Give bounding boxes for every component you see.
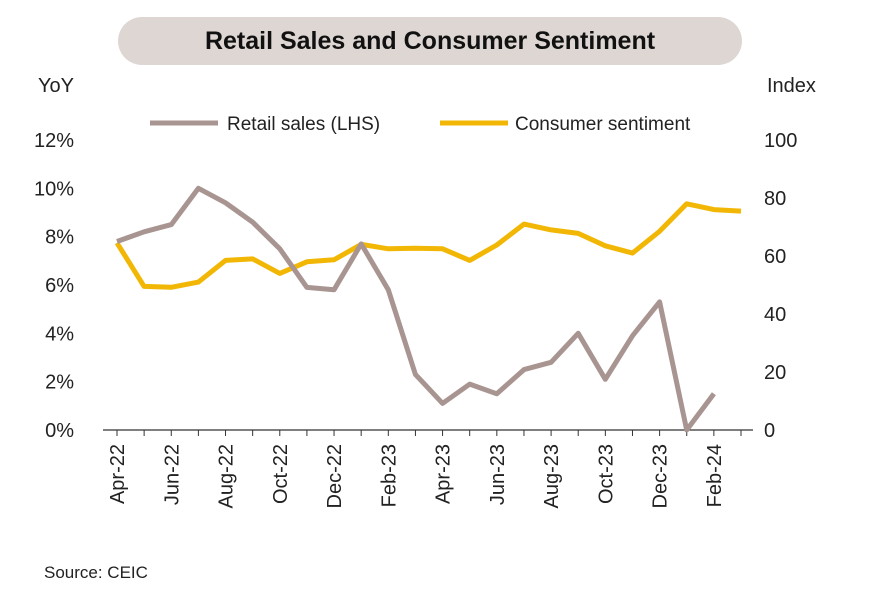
left-tick-label: 6% — [45, 275, 74, 297]
x-tick-label: Apr-22 — [107, 444, 129, 504]
left-tick-label: 2% — [45, 372, 74, 394]
consumer-sentiment-line — [114, 201, 742, 290]
x-tick-label: Jun-22 — [161, 444, 183, 505]
right-axis-label: Index — [767, 75, 816, 97]
left-tick-label: 10% — [34, 178, 74, 200]
right-tick-label: 60 — [764, 246, 786, 268]
x-tick-label: Dec-22 — [324, 444, 346, 508]
x-tick-label: Oct-22 — [270, 444, 292, 504]
x-tick-label: Jun-23 — [487, 444, 509, 505]
left-tick-label: 4% — [45, 323, 74, 345]
right-tick-label: 20 — [764, 362, 786, 384]
x-tick-label: Feb-23 — [378, 444, 400, 507]
x-tick-label: Oct-23 — [595, 444, 617, 504]
x-tick-label: Dec-23 — [650, 444, 672, 508]
right-tick-label: 80 — [764, 188, 786, 210]
x-tick-label: Aug-22 — [216, 444, 238, 509]
legend-label: Consumer sentiment — [515, 114, 691, 135]
x-tick-label: Aug-23 — [541, 444, 563, 509]
x-tick-label: Feb-24 — [704, 444, 726, 507]
right-tick-label: 100 — [764, 130, 797, 152]
left-axis-label: YoY — [38, 75, 74, 97]
chart-title: Retail Sales and Consumer Sentiment — [118, 17, 742, 65]
right-tick-label: 0 — [764, 420, 775, 442]
left-tick-label: 12% — [34, 130, 74, 152]
left-tick-label: 8% — [45, 227, 74, 249]
x-tick-label: Apr-23 — [433, 444, 455, 504]
right-tick-label: 40 — [764, 304, 786, 326]
retail-sales-line — [116, 185, 716, 433]
source-note: Source: CEIC — [44, 563, 148, 582]
left-tick-label: 0% — [45, 420, 74, 442]
legend-label: Retail sales (LHS) — [227, 114, 380, 135]
